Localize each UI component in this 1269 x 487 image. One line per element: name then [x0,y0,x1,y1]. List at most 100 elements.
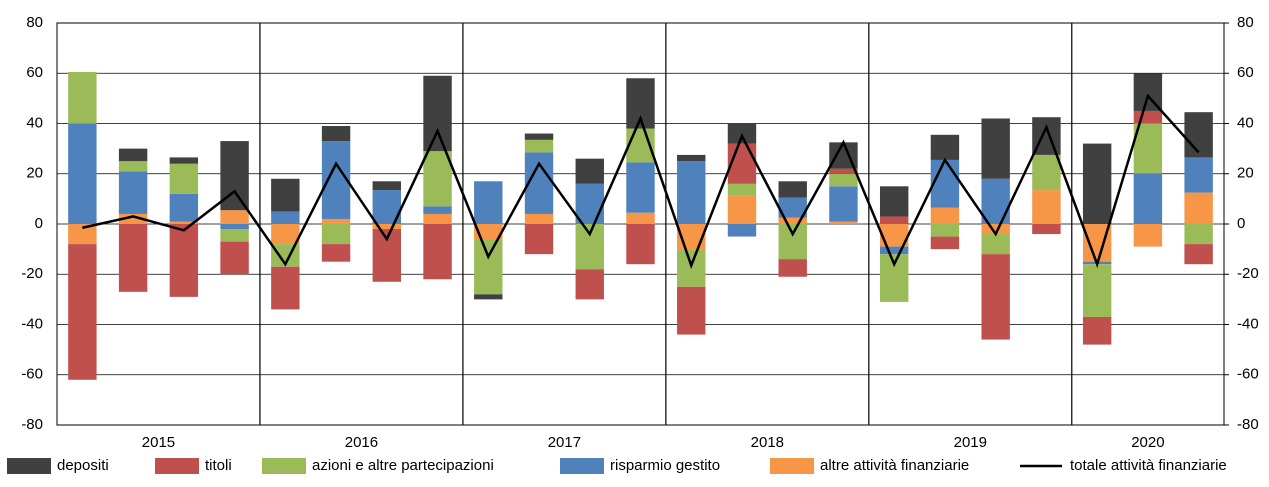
legend-label: azioni e altre partecipazioni [312,457,494,474]
bar-segment [474,294,503,300]
y-tick-label: 0 [35,215,43,232]
bar-segment [829,173,858,187]
bar-segment [474,224,503,240]
bar-segment [727,224,757,237]
bar-segment [1133,173,1163,224]
x-group-label: 2019 [954,434,987,451]
bar-segment [1032,154,1061,191]
y-tick-label: 40 [26,114,43,131]
bar-segment [169,224,199,297]
bar-segment [575,158,604,184]
bar-segment [423,206,452,214]
plot-frame [56,22,1225,426]
bar-segment [423,151,452,207]
bar-segment [1184,244,1213,265]
y2-tick-label: 60 [1237,64,1254,81]
y2-tick-label: 80 [1237,14,1254,31]
bar-segment [524,213,554,224]
bar-segment [1184,112,1213,158]
bar-segment [829,168,858,174]
bar-segment [626,224,655,265]
y-tick-label: 20 [26,165,43,182]
bar-segment [677,286,706,335]
legend-swatch [7,458,51,474]
bar-segment [169,163,199,194]
bar-segment [118,148,148,162]
bar-segment [118,171,148,214]
bar-segment [1082,143,1112,224]
bar-segment [321,126,351,142]
bar-segment [879,224,909,247]
bar-segment [981,254,1010,340]
bar-segment [169,221,199,224]
bar-segment [271,224,300,245]
bar-segment [321,244,351,262]
x-group-label: 2018 [751,434,784,451]
bar-segment [829,221,858,224]
bar-segment [68,123,97,224]
total-line [82,93,1200,270]
y2-tick-label: -40 [1237,315,1259,332]
bar-segment [321,218,351,224]
y2-tick-label: -20 [1237,265,1259,282]
y-tick-label: 60 [26,64,43,81]
bar-segment [626,212,655,224]
bar-segment [524,224,554,255]
bar-segment [68,224,97,245]
bar-segment [778,217,807,224]
legend-label: titoli [205,457,232,474]
x-group-label: 2016 [345,434,378,451]
bar-segment [575,183,604,224]
bar-segment [1184,224,1213,245]
bar-segment [423,75,452,152]
bar-segment [220,224,249,230]
bar-segment [981,234,1010,255]
bar-segment [220,241,249,275]
bar-segment [1184,157,1213,193]
bar-segment [1032,224,1061,235]
y-tick-label: -20 [21,265,43,282]
bar-segment [169,157,199,164]
bar-segment [1133,110,1163,124]
bar-segment [626,162,655,213]
bar-segment [778,259,807,277]
bar-segment [1032,190,1061,224]
y2-tick-label: 40 [1237,114,1254,131]
bar-segment [118,161,148,172]
bar-segment [930,207,960,224]
bar-segment [118,224,148,292]
bar-segment [68,244,97,380]
bar-segment [727,195,757,224]
y-tick-label: -60 [21,366,43,383]
bar-segment [930,159,960,208]
x-group-label: 2017 [548,434,581,451]
bar-segment [981,224,1010,235]
bar-segment [930,134,960,160]
bar-segment [474,239,503,295]
bar-segment [778,197,807,218]
bar-segment [575,224,604,270]
bar-segment [524,133,554,140]
bar-segment [169,193,199,222]
y2-tick-label: -60 [1237,366,1259,383]
bar-segment [677,161,706,224]
y2-tick-label: 0 [1237,215,1245,232]
bar-segment [1082,316,1112,345]
legend-label: altre attività finanziarie [820,457,969,474]
bar-segment [1082,264,1112,317]
y2-tick-label: -80 [1237,416,1259,433]
bar-segment [423,224,452,280]
legend-swatch [262,458,306,474]
y-tick-label: -40 [21,315,43,332]
bar-segment [271,211,300,224]
bar-segment [727,183,757,196]
legend-label: depositi [57,457,109,474]
bar-segment [118,213,148,224]
bar-segment [372,181,402,191]
bar-segment [1133,123,1163,174]
bar-segment [1184,192,1213,224]
bar-segment [727,143,757,184]
legend-label: totale attività finanziarie [1070,457,1227,474]
bar-segment [981,178,1010,224]
